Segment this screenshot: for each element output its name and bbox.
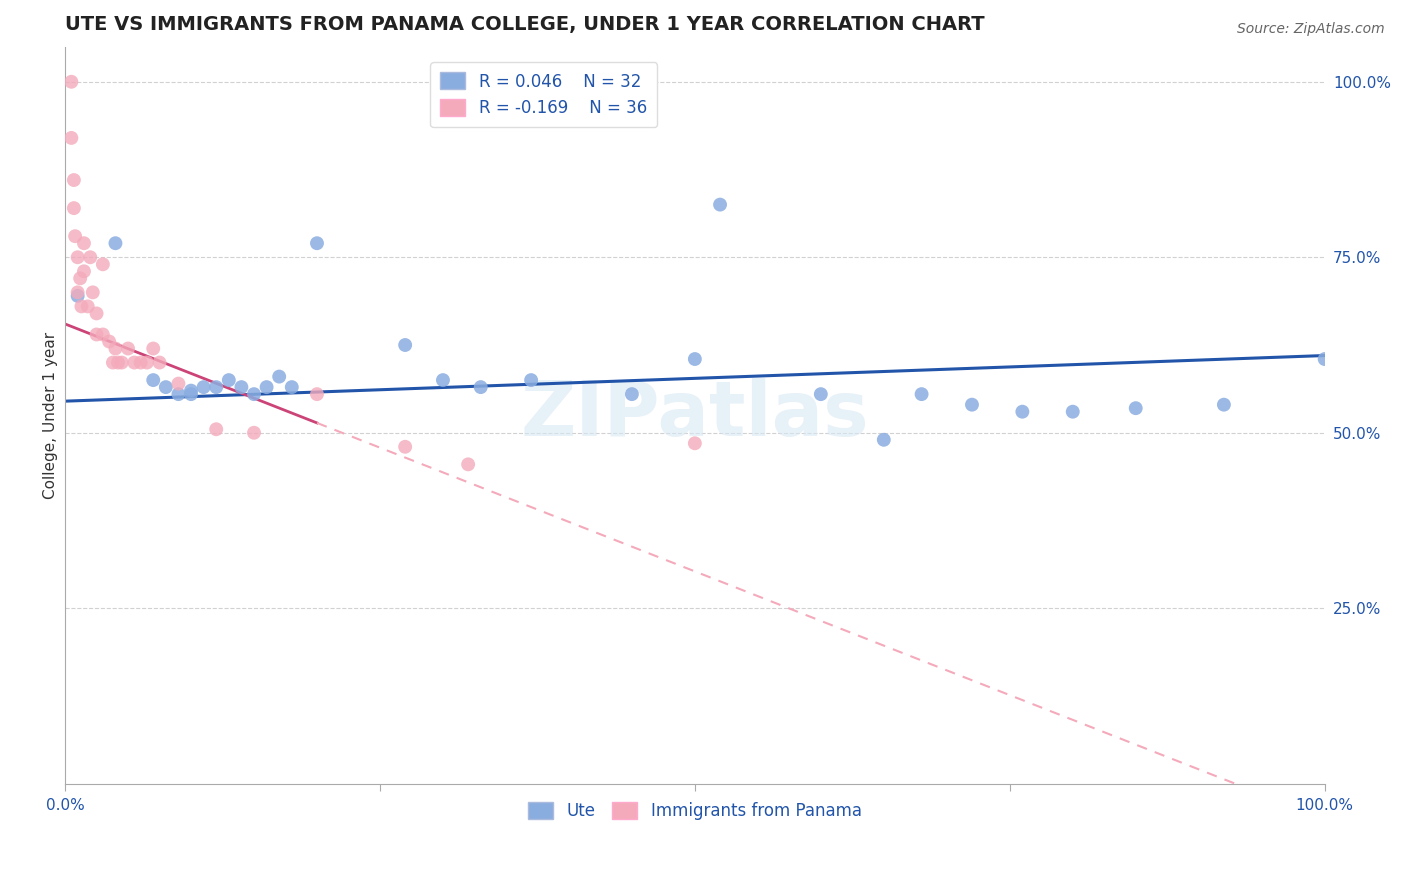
Point [66, 250, 89, 264]
Point [620, 387, 643, 401]
Point [205, 380, 228, 394]
Point [218, 373, 240, 387]
Text: ZIPatlas: ZIPatlas [520, 378, 869, 452]
Point [810, 387, 832, 401]
Point [63, 173, 86, 187]
Point [124, 355, 146, 369]
Point [142, 373, 165, 387]
Point [101, 355, 124, 369]
Point [142, 342, 165, 356]
Point [709, 197, 731, 211]
Point [60, 131, 83, 145]
Point [432, 373, 454, 387]
Point [520, 373, 543, 387]
Text: Source: ZipAtlas.com: Source: ZipAtlas.com [1237, 22, 1385, 37]
Point [69, 271, 91, 285]
Point [193, 380, 215, 394]
Point [167, 376, 190, 391]
Point [243, 387, 266, 401]
Point [305, 387, 328, 401]
Point [1313, 352, 1336, 367]
Point [86, 306, 108, 320]
Point [63, 201, 86, 215]
Point [104, 342, 127, 356]
Point [70, 299, 93, 313]
Point [60, 75, 83, 89]
Point [73, 264, 96, 278]
Point [73, 236, 96, 251]
Point [205, 422, 228, 436]
Point [960, 398, 983, 412]
Point [683, 436, 706, 450]
Point [129, 355, 152, 369]
Point [281, 380, 304, 394]
Point [104, 236, 127, 251]
Point [63, 229, 86, 244]
Point [148, 355, 170, 369]
Point [269, 369, 291, 384]
Point [394, 440, 416, 454]
Point [107, 355, 129, 369]
Point [243, 425, 266, 440]
Point [167, 387, 190, 401]
Point [683, 352, 706, 367]
Point [910, 387, 932, 401]
Point [86, 327, 108, 342]
Point [1212, 398, 1234, 412]
Point [305, 236, 328, 251]
Point [155, 380, 177, 394]
Point [180, 387, 202, 401]
Point [91, 257, 114, 271]
Point [457, 458, 479, 472]
Point [82, 285, 104, 300]
Legend: Ute, Immigrants from Panama: Ute, Immigrants from Panama [522, 796, 868, 827]
Point [66, 289, 89, 303]
Point [111, 355, 134, 369]
Point [1125, 401, 1147, 416]
Y-axis label: College, Under 1 year: College, Under 1 year [44, 332, 58, 499]
Point [66, 285, 89, 300]
Point [873, 433, 896, 447]
Point [470, 380, 492, 394]
Point [180, 384, 202, 398]
Point [256, 380, 278, 394]
Point [1062, 405, 1084, 419]
Point [136, 355, 159, 369]
Point [117, 342, 139, 356]
Point [231, 380, 253, 394]
Point [98, 334, 121, 349]
Point [76, 299, 98, 313]
Point [79, 250, 101, 264]
Point [394, 338, 416, 352]
Point [91, 327, 114, 342]
Point [1011, 405, 1033, 419]
Text: UTE VS IMMIGRANTS FROM PANAMA COLLEGE, UNDER 1 YEAR CORRELATION CHART: UTE VS IMMIGRANTS FROM PANAMA COLLEGE, U… [65, 15, 984, 34]
